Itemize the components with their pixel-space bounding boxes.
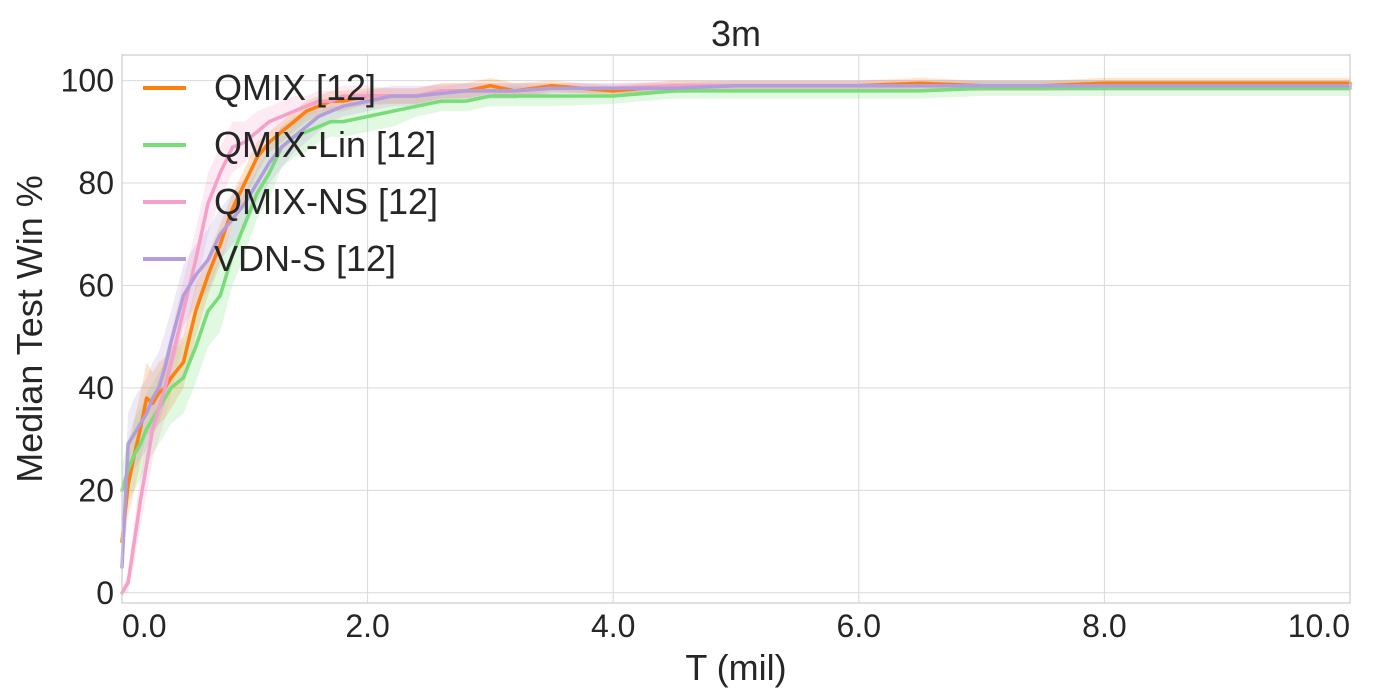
legend-label-3: VDN-S [12] [214,238,396,279]
x-axis-label: T (mil) [685,647,786,688]
y-axis-ticks: 0 20 40 60 80 100 [61,63,114,611]
legend-label-1: QMIX-Lin [12] [214,124,436,165]
band-2 [122,80,1350,593]
legend-label-2: QMIX-NS [12] [214,181,438,222]
confidence-bands [122,78,1350,593]
series-lines [120,81,1352,595]
x-tick-label: 10.0 [1288,608,1350,644]
chart-title: 3m [711,13,761,54]
y-axis-label: Median Test Win % [9,175,50,482]
legend-label-0: QMIX [12] [214,67,376,108]
x-tick-label: 2.0 [345,608,389,644]
y-tick-label: 60 [78,267,114,303]
y-tick-label: 0 [96,575,114,611]
x-axis-ticks: 0.0 2.0 4.0 6.0 8.0 10.0 [122,608,1350,644]
plot-frame [121,54,1351,604]
x-tick-label: 8.0 [1082,608,1126,644]
y-tick-label: 40 [78,370,114,406]
y-tick-label: 20 [78,472,114,508]
y-tick-label: 100 [61,63,114,99]
series-line-1 [120,86,1352,493]
x-tick-label: 4.0 [591,608,635,644]
x-tick-label: 0.0 [122,608,166,644]
y-tick-label: 80 [78,165,114,201]
series-line-3 [120,83,1352,569]
legend: QMIX [12] QMIX-Lin [12] QMIX-NS [12] VDN-S … [143,67,438,279]
x-tick-label: 6.0 [837,608,881,644]
